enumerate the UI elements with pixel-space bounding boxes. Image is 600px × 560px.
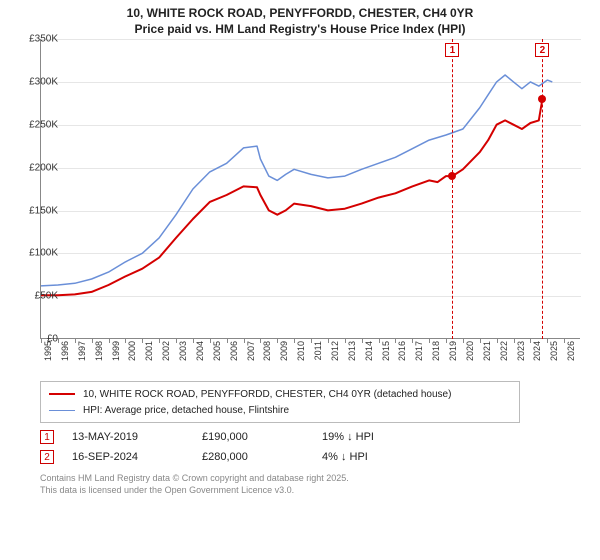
- sales-diff-2: 4% ↓ HPI: [322, 451, 422, 463]
- x-tick-label: 2026: [566, 341, 576, 369]
- x-tick-label: 1998: [94, 341, 104, 369]
- x-tick-label: 2021: [482, 341, 492, 369]
- sales-diff-1: 19% ↓ HPI: [322, 431, 422, 443]
- x-tick-label: 1996: [60, 341, 70, 369]
- sale-marker-box: 1: [445, 43, 459, 57]
- x-tick-label: 2020: [465, 341, 475, 369]
- footer-line1: Contains HM Land Registry data © Crown c…: [40, 473, 590, 485]
- y-tick-label: £300K: [18, 77, 58, 88]
- x-tick-label: 2000: [127, 341, 137, 369]
- x-tick-label: 2015: [381, 341, 391, 369]
- legend-row-property: 10, WHITE ROCK ROAD, PENYFFORDD, CHESTER…: [49, 386, 511, 402]
- x-tick-label: 2011: [313, 341, 323, 369]
- x-tick-label: 2016: [397, 341, 407, 369]
- sales-date-1: 13-MAY-2019: [72, 431, 202, 443]
- sale-marker-box: 2: [535, 43, 549, 57]
- footer-line2: This data is licensed under the Open Gov…: [40, 485, 590, 497]
- y-tick-label: £350K: [18, 34, 58, 45]
- title-subtitle: Price paid vs. HM Land Registry's House …: [10, 22, 590, 38]
- x-tick-label: 2001: [144, 341, 154, 369]
- legend-label-property: 10, WHITE ROCK ROAD, PENYFFORDD, CHESTER…: [83, 389, 451, 400]
- x-tick-label: 2019: [448, 341, 458, 369]
- x-tick-label: 2008: [262, 341, 272, 369]
- legend-box: 10, WHITE ROCK ROAD, PENYFFORDD, CHESTER…: [40, 381, 520, 423]
- x-tick-label: 2025: [549, 341, 559, 369]
- legend-row-hpi: HPI: Average price, detached house, Flin…: [49, 402, 511, 418]
- title-address: 10, WHITE ROCK ROAD, PENYFFORDD, CHESTER…: [10, 6, 590, 22]
- y-tick-label: £150K: [18, 205, 58, 216]
- title-block: 10, WHITE ROCK ROAD, PENYFFORDD, CHESTER…: [0, 0, 600, 39]
- x-tick-label: 2004: [195, 341, 205, 369]
- legend-label-hpi: HPI: Average price, detached house, Flin…: [83, 405, 289, 416]
- y-tick-label: £100K: [18, 248, 58, 259]
- x-tick-label: 1995: [43, 341, 53, 369]
- sales-price-1: £190,000: [202, 431, 322, 443]
- x-tick-label: 2007: [246, 341, 256, 369]
- y-tick-label: £250K: [18, 119, 58, 130]
- x-tick-label: 2012: [330, 341, 340, 369]
- sale-marker-dot: [448, 172, 456, 180]
- sales-idx-2: 2: [40, 450, 54, 464]
- x-tick-label: 2018: [431, 341, 441, 369]
- sales-table: 1 13-MAY-2019 £190,000 19% ↓ HPI 2 16-SE…: [40, 427, 540, 467]
- x-tick-label: 2014: [364, 341, 374, 369]
- x-tick-label: 1999: [111, 341, 121, 369]
- x-tick-label: 2005: [212, 341, 222, 369]
- chart-wrap: 12 £0£50K£100K£150K£200K£250K£300K£350K …: [40, 39, 600, 379]
- legend-swatch-hpi: [49, 410, 75, 411]
- sale-marker-dot: [538, 95, 546, 103]
- x-tick-label: 2024: [532, 341, 542, 369]
- x-tick-label: 2009: [279, 341, 289, 369]
- sales-price-2: £280,000: [202, 451, 322, 463]
- chart-container: 10, WHITE ROCK ROAD, PENYFFORDD, CHESTER…: [0, 0, 600, 560]
- sales-row-2: 2 16-SEP-2024 £280,000 4% ↓ HPI: [40, 447, 540, 467]
- y-tick-label: £50K: [18, 291, 58, 302]
- chart-lines: [41, 39, 581, 339]
- x-tick-label: 1997: [77, 341, 87, 369]
- x-tick-label: 2006: [229, 341, 239, 369]
- sales-row-1: 1 13-MAY-2019 £190,000 19% ↓ HPI: [40, 427, 540, 447]
- x-tick-label: 2010: [296, 341, 306, 369]
- chart-area: 12: [40, 39, 580, 339]
- y-tick-label: £200K: [18, 162, 58, 173]
- footer: Contains HM Land Registry data © Crown c…: [40, 473, 590, 496]
- sales-date-2: 16-SEP-2024: [72, 451, 202, 463]
- x-tick-label: 2002: [161, 341, 171, 369]
- x-tick-label: 2013: [347, 341, 357, 369]
- x-tick-label: 2022: [499, 341, 509, 369]
- x-tick-label: 2023: [516, 341, 526, 369]
- sales-idx-1: 1: [40, 430, 54, 444]
- x-tick-label: 2017: [414, 341, 424, 369]
- legend-swatch-property: [49, 393, 75, 395]
- x-tick-label: 2003: [178, 341, 188, 369]
